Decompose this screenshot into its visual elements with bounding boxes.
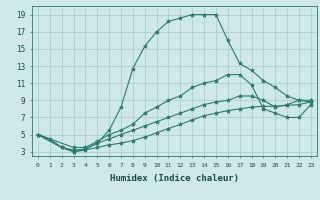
X-axis label: Humidex (Indice chaleur): Humidex (Indice chaleur) — [110, 174, 239, 183]
